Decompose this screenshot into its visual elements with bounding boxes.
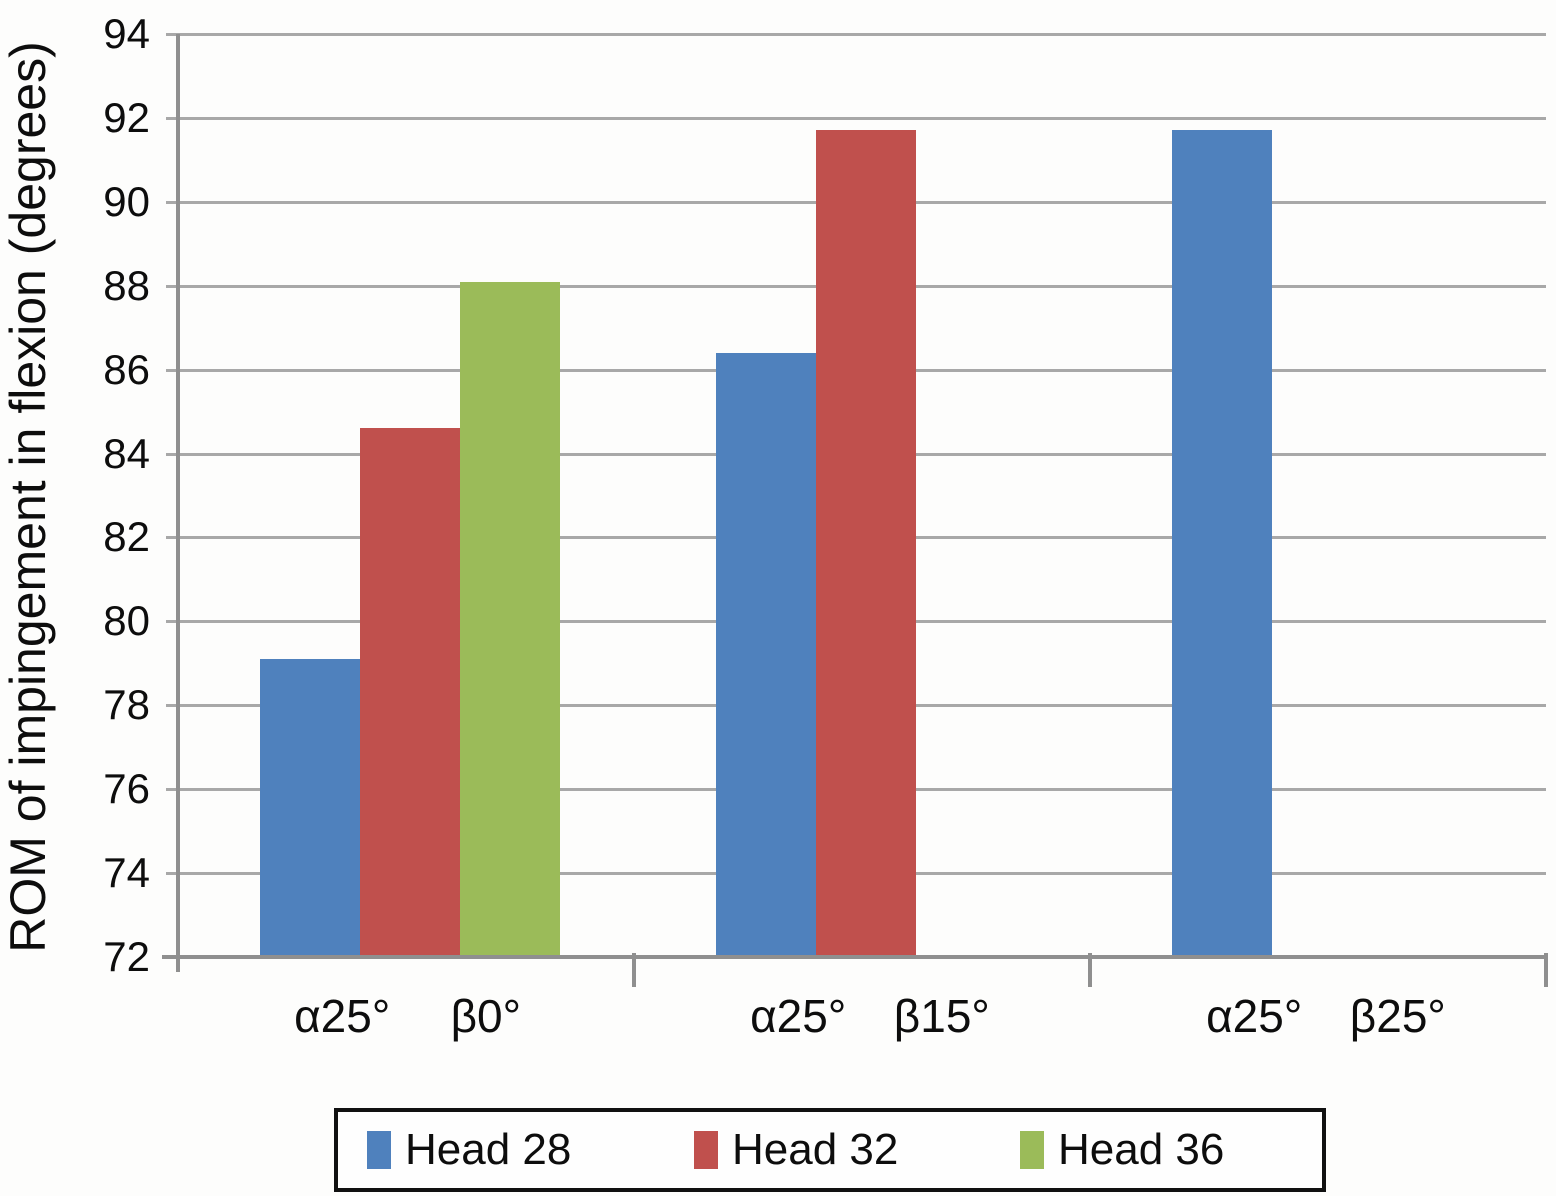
legend: Head 28 Head 32 Head 36 [334,1108,1326,1192]
x-axis-tick [1544,953,1548,987]
y-tick-label: 78 [103,681,150,729]
x-tick-label: β15° [893,990,990,1042]
legend-item-head-36: Head 36 [1020,1112,1224,1188]
x-axis-tick [632,953,636,987]
x-tick-label: α25° [750,990,847,1042]
x-tick-label: α25° [1206,990,1303,1042]
legend-item-head-32: Head 32 [694,1112,898,1188]
x-tick-label: β0° [450,990,522,1042]
y-tick-label: 92 [103,93,150,141]
y-axis-line [176,34,180,972]
legend-swatch-icon [1020,1131,1044,1169]
legend-item-label: Head 28 [405,1125,572,1174]
legend-item-label: Head 36 [1058,1125,1225,1174]
x-tick-label: β25° [1349,990,1446,1042]
bar-head-28-g1 [260,659,360,959]
x-tick-label: α25° [294,990,391,1042]
x-axis-line [162,955,1546,959]
y-tick-label: 82 [103,513,150,561]
y-tick-label: 94 [103,10,150,57]
y-axis-title: ROM of impingement in flexion (degrees) [0,41,56,953]
gridline [166,33,1546,36]
y-tick-label: 88 [103,261,150,309]
y-tick-label: 84 [103,429,150,477]
bar-head-28-g2 [716,352,816,959]
y-tick-label: 74 [103,849,150,897]
y-tick-label: 90 [103,177,150,225]
y-tick-label: 76 [103,765,150,813]
bar-head-28-g3 [1172,130,1272,959]
bar-head-36-g1 [460,281,560,959]
legend-swatch-icon [367,1131,391,1169]
bar-head-32-g1 [360,428,460,959]
legend-item-label: Head 32 [732,1125,899,1174]
legend-swatch-icon [694,1131,718,1169]
x-axis-tick [1088,953,1092,987]
gridline [166,116,1546,120]
y-tick-label: 86 [103,345,150,393]
y-tick-label: 80 [103,597,150,645]
y-tick-label: 72 [103,933,150,980]
bar-head-32-g2 [816,130,916,959]
legend-item-head-28: Head 28 [367,1112,571,1188]
